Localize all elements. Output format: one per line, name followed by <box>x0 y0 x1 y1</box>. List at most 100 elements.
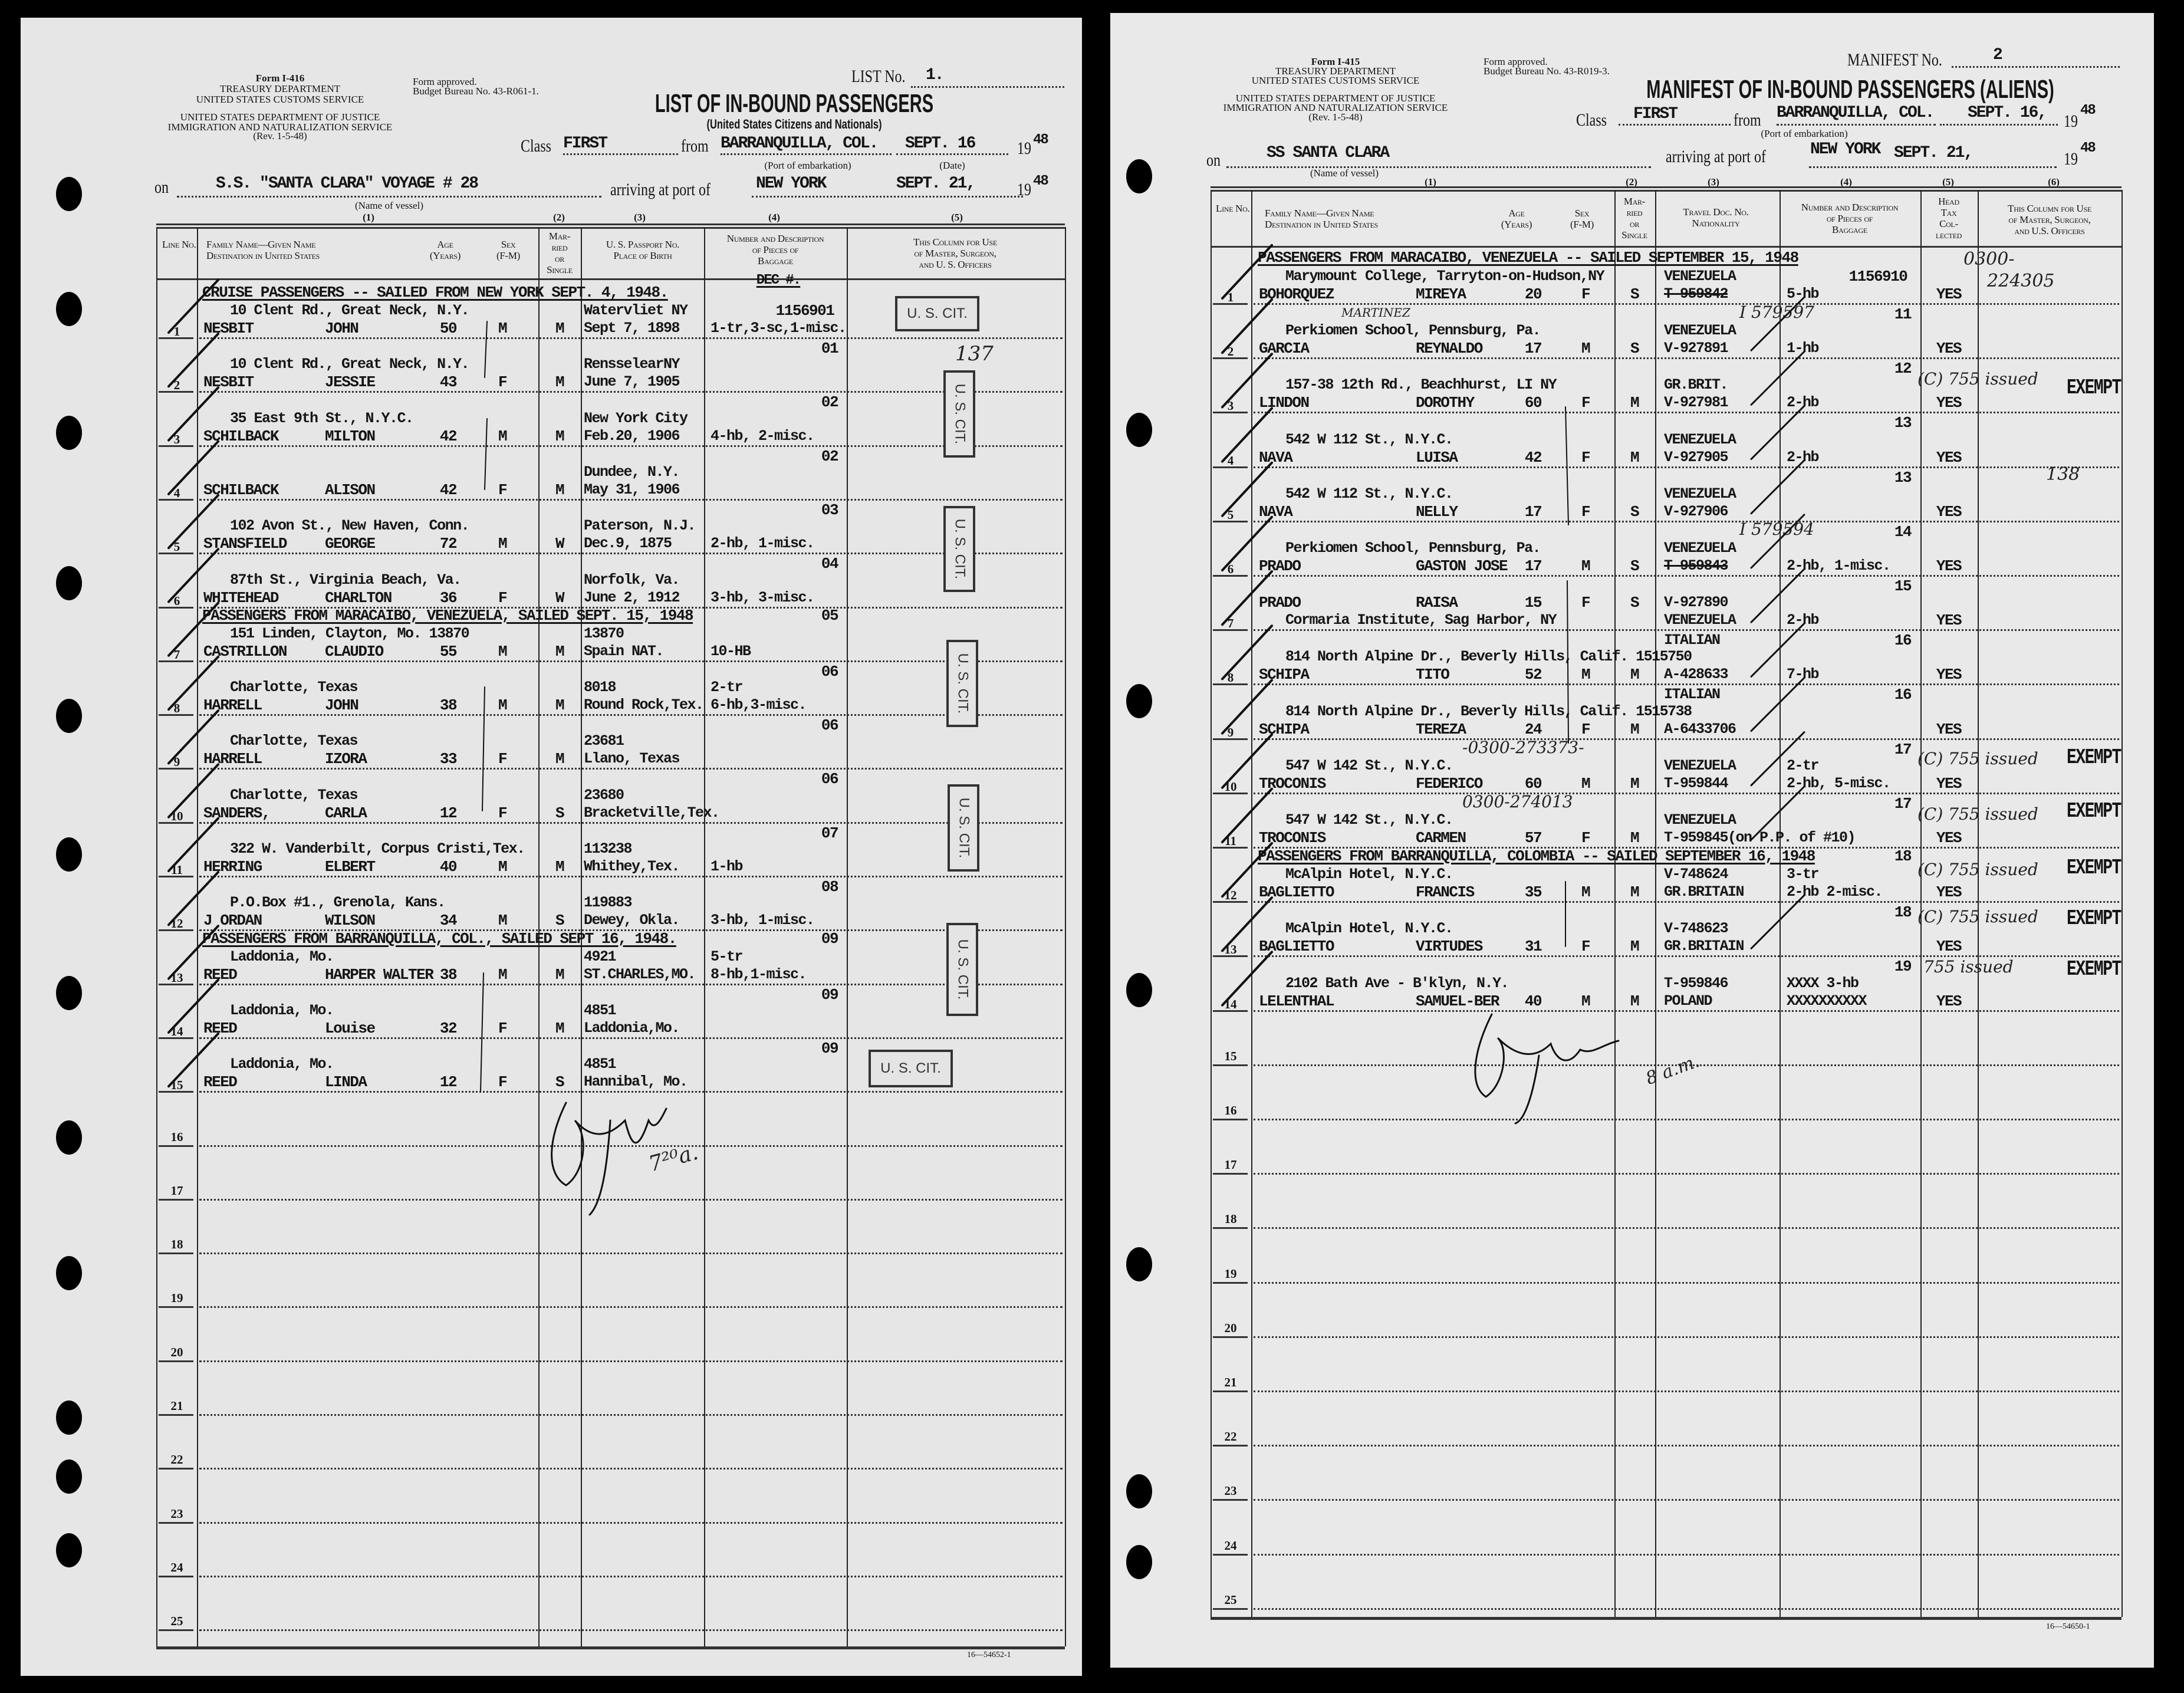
vessel-caption: (Name of vessel) <box>354 200 424 211</box>
baggage-line-2: 7-hb <box>1787 666 1820 683</box>
given-name: SAMUEL-BER <box>1416 992 1500 1010</box>
column-divider <box>538 227 540 1646</box>
given-name: TITO <box>1416 666 1450 684</box>
arriving-label: arriving at port of <box>1666 147 1766 166</box>
on-label: on <box>1206 150 1221 170</box>
punch-hole <box>56 1120 82 1155</box>
given-name: LINDA <box>325 1073 367 1092</box>
row-divider-line-no <box>159 1198 193 1201</box>
document-line-2: Sept 7, 1898 <box>584 320 680 337</box>
header-baggage: Number and Description of Pieces of Bagg… <box>726 233 824 267</box>
table-top-rule <box>156 223 1065 225</box>
family-name: SANDERS, <box>203 804 271 822</box>
header-line-no: Line No. <box>1216 203 1250 214</box>
family-name: NAVA <box>1259 502 1293 521</box>
document-line-1: VENEZUELA <box>1664 485 1736 502</box>
row-divider <box>1254 847 2119 849</box>
list-no-value: 1. <box>926 66 945 84</box>
row-divider <box>199 1521 1063 1524</box>
document-line-1: 23681 <box>584 732 624 750</box>
line-number: 5 <box>1227 507 1234 522</box>
page-subtitle: (United States Citizens and Nationals) <box>706 117 882 132</box>
row-divider-line-no <box>159 1091 193 1093</box>
document-line-2: Laddonia,Mo. <box>584 1019 680 1037</box>
year-value: 48 <box>2080 103 2096 119</box>
document-line-1: 4851 <box>584 1001 617 1019</box>
document-line-1: VENEZUELA <box>1664 268 1736 285</box>
row-divider <box>1254 412 2119 414</box>
sex: M <box>498 320 508 337</box>
family-name: LINDON <box>1259 394 1310 412</box>
form-footer-code: 16—54652-1 <box>967 1651 1011 1659</box>
declaration-number: 08 <box>821 878 839 896</box>
document-line-1: VENEZUELA <box>1664 322 1736 340</box>
destination-address: Charlotte, Texas <box>230 679 358 696</box>
manifest-no-value: 2 <box>1993 46 2003 64</box>
given-name: REYNALDO <box>1416 340 1483 358</box>
handwritten-note: (C) 755 issued <box>1917 369 2038 389</box>
declaration-number: 15 <box>1894 577 1912 595</box>
document-line-1: New York City <box>584 409 688 427</box>
row-divider-line-no <box>159 1360 193 1362</box>
document-line-2: V-927905 <box>1664 448 1729 466</box>
arrival-year: 48 <box>1033 173 1049 189</box>
row-divider-line-no <box>1213 1010 1248 1012</box>
head-tax-collected: YES <box>1936 774 1962 793</box>
row-divider-line-no <box>159 1521 193 1524</box>
budget-bureau: Budget Bureau No. 43-R019-3. <box>1484 65 1610 77</box>
age: 42 <box>439 481 458 499</box>
family-name: PRADO <box>1259 557 1301 575</box>
document-line-2: GR.BRITAIN <box>1664 883 1745 901</box>
row-divider <box>199 1037 1063 1039</box>
declaration-number: 16 <box>1894 686 1912 704</box>
sex: M <box>498 642 508 660</box>
destination-address: Laddonia, Mo. <box>230 1056 334 1073</box>
row-divider <box>1254 1227 2119 1230</box>
declaration-number: 09 <box>821 1039 839 1057</box>
sex: M <box>1581 883 1591 902</box>
document-line-2: T-959843 <box>1664 557 1729 574</box>
line-number: 22 <box>170 1452 183 1467</box>
document-line-1: VENEZUELA <box>1664 757 1736 774</box>
family-name: SCHIPA <box>1259 720 1310 738</box>
family-name: HERRING <box>203 858 262 876</box>
destination-address: 10 Clent Rd., Great Neck, N.Y. <box>230 302 470 319</box>
document-line-2: A-428633 <box>1664 666 1729 683</box>
punch-hole <box>1126 684 1152 718</box>
document-line-1: Norfolk, Va. <box>584 571 680 589</box>
row-divider <box>199 1468 1063 1470</box>
sex: F <box>498 481 508 499</box>
embark-date: SEPT. 16 <box>905 134 976 153</box>
given-name: HARPER WALTER <box>325 965 434 984</box>
marital-status: M <box>1630 829 1640 847</box>
declaration-number: 17 <box>1894 794 1912 813</box>
sex: F <box>498 1019 508 1037</box>
line-number: 25 <box>170 1614 183 1629</box>
row-divider <box>199 1091 1063 1093</box>
punch-hole <box>1126 159 1152 193</box>
destination-address: Charlotte, Texas <box>230 786 358 804</box>
from-label: from <box>681 136 709 156</box>
row-divider-line-no <box>159 1629 193 1632</box>
handwritten-note: 224305 <box>1987 271 2055 291</box>
table-top-rule <box>1211 190 2121 192</box>
handwritten-note: I 579597 <box>1739 303 1814 322</box>
family-name: SCHILBACK <box>203 427 279 445</box>
form-footer-code: 16—54650-1 <box>2046 1622 2090 1631</box>
row-divider <box>199 1145 1063 1147</box>
handwritten-note: (C) 755 issued <box>1917 907 2038 926</box>
age: 55 <box>439 642 458 660</box>
row-divider <box>199 1575 1063 1577</box>
marital-status: M <box>555 642 565 660</box>
line-number: 9 <box>1227 725 1234 739</box>
baggage-line-2: 2-hb 2-misc. <box>1787 883 1883 901</box>
age: 52 <box>1524 666 1542 684</box>
line-number: 17 <box>1224 1158 1237 1172</box>
declaration-number: 12 <box>1894 360 1912 378</box>
header-bottom-rule <box>156 278 1065 280</box>
vessel-underline <box>1226 166 1651 168</box>
header-travel-doc: Travel Doc. No. Nationality <box>1683 206 1749 229</box>
line-number: 7 <box>1227 616 1234 631</box>
given-name: GASTON JOSE <box>1416 557 1508 575</box>
destination-address: 102 Avon St., New Haven, Conn. <box>230 517 470 535</box>
